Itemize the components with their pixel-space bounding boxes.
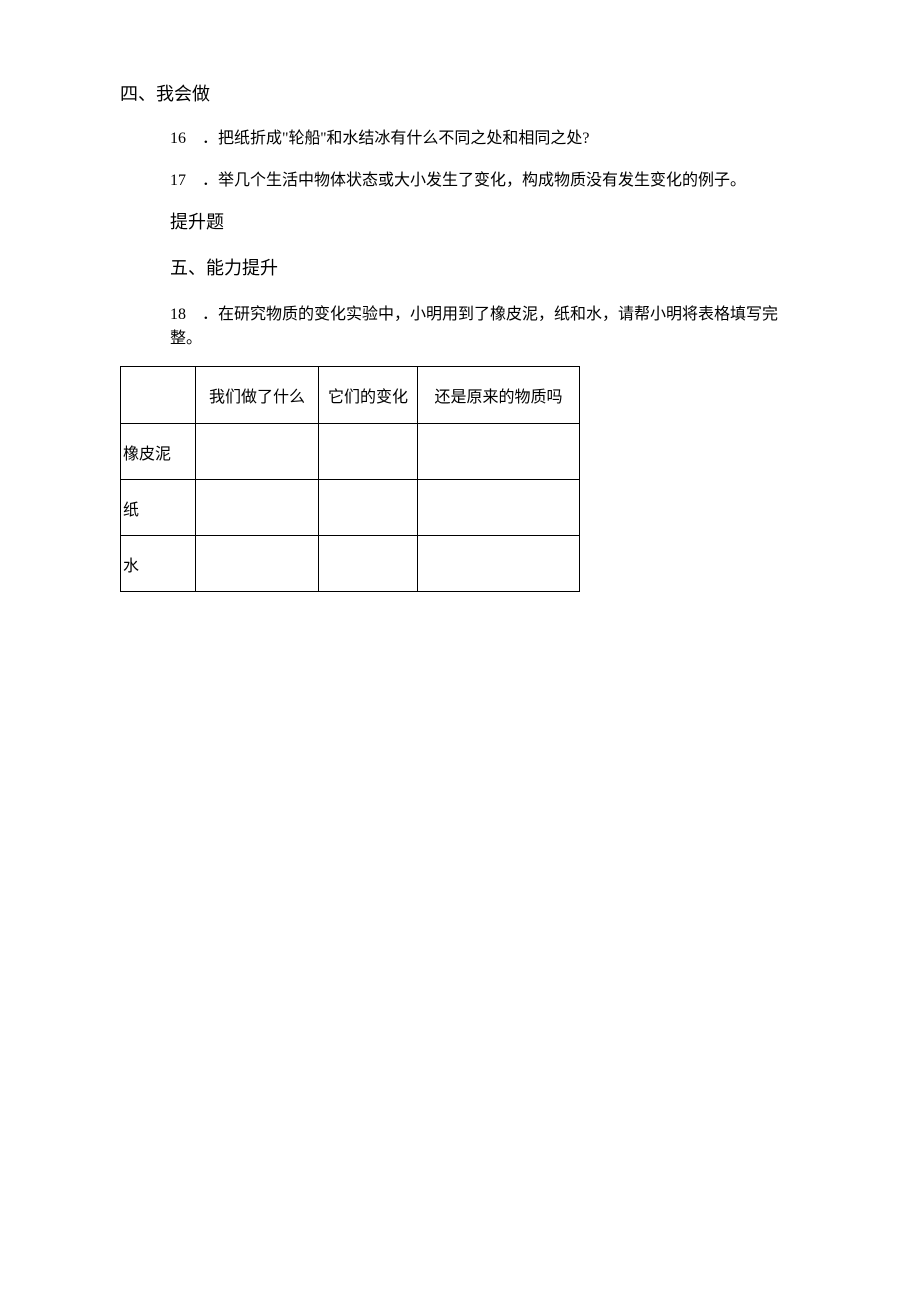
table-header-0	[121, 367, 196, 424]
table-cell-r2c1	[196, 536, 319, 592]
question-17-number: 17	[170, 172, 202, 190]
question-18-number: 18	[170, 306, 202, 324]
question-17: 17．举几个生活中物体状态或大小发生了变化，构成物质没有发生变化的例子。	[170, 166, 800, 190]
question-16-text: 把纸折成"轮船''和水结冰有什么不同之处和相同之处?	[218, 130, 589, 147]
table-header-3: 还是原来的物质吗	[418, 367, 580, 424]
table-cell-r2c0: 水	[121, 536, 196, 592]
table-cell-r1c1	[196, 480, 319, 536]
table-cell-r1c3	[418, 480, 580, 536]
table-cell-r0c1	[196, 424, 319, 480]
question-16-sep: ．	[202, 130, 218, 147]
table-row: 橡皮泥	[121, 424, 580, 480]
question-17-sep: ．	[202, 172, 218, 189]
table-row: 水	[121, 536, 580, 592]
table-header-row: 我们做了什么 它们的变化 还是原来的物质吗	[121, 367, 580, 424]
table-cell-r2c2	[319, 536, 418, 592]
table-row: 纸	[121, 480, 580, 536]
table-cell-r2c3	[418, 536, 580, 592]
section-5-heading: 五、能力提升	[170, 254, 800, 280]
table-header-1: 我们做了什么	[196, 367, 319, 424]
table-cell-r0c0: 橡皮泥	[121, 424, 196, 480]
table-cell-r1c0: 纸	[121, 480, 196, 536]
table-cell-r0c2	[319, 424, 418, 480]
question-18-sep: ．	[202, 306, 218, 323]
question-18-text: 在研究物质的变化实验中，小明用到了橡皮泥，纸和水，请帮小明将表格填写完整。	[170, 306, 778, 347]
section-4-heading: 四、我会做	[120, 80, 800, 106]
question-18: 18．在研究物质的变化实验中，小明用到了橡皮泥，纸和水，请帮小明将表格填写完整。	[170, 300, 800, 348]
table-header-2: 它们的变化	[319, 367, 418, 424]
table-cell-r0c3	[418, 424, 580, 480]
question-16-number: 16	[170, 130, 202, 148]
promote-heading: 提升题	[170, 208, 800, 234]
question-16: 16．把纸折成"轮船''和水结冰有什么不同之处和相同之处?	[170, 124, 800, 148]
question-17-text: 举几个生活中物体状态或大小发生了变化，构成物质没有发生变化的例子。	[218, 172, 746, 189]
experiment-table: 我们做了什么 它们的变化 还是原来的物质吗 橡皮泥 纸 水	[120, 366, 580, 592]
table-cell-r1c2	[319, 480, 418, 536]
